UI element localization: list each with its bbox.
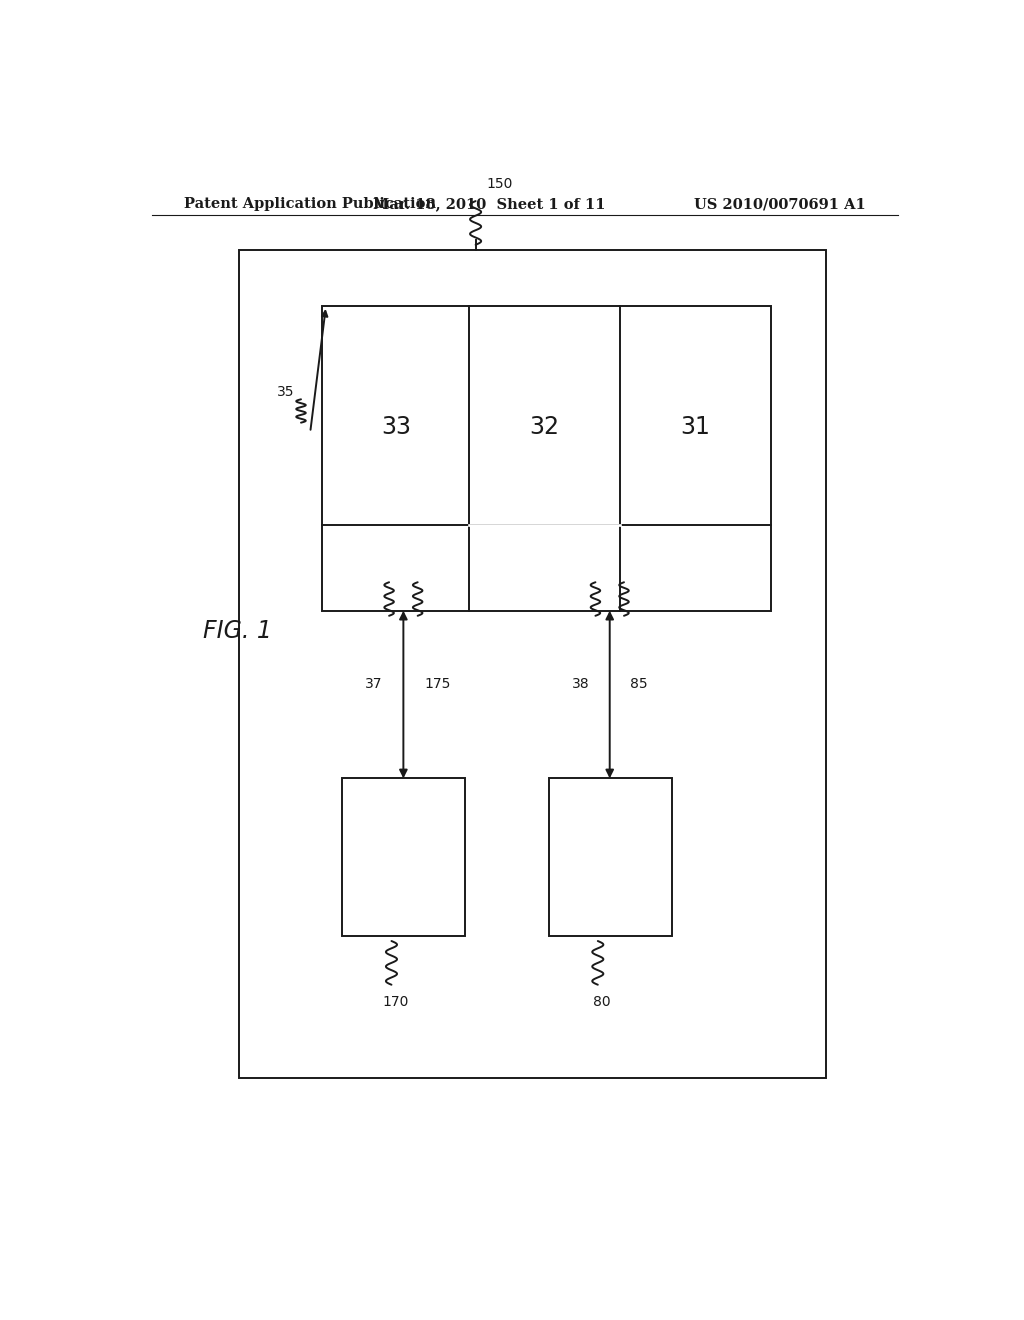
Text: 170: 170 bbox=[382, 995, 409, 1008]
Text: 37: 37 bbox=[366, 677, 383, 692]
Text: 150: 150 bbox=[486, 177, 513, 191]
Bar bbox=[549, 779, 672, 936]
Text: 38: 38 bbox=[571, 677, 589, 692]
Text: 31: 31 bbox=[681, 414, 711, 438]
Text: Patent Application Publication: Patent Application Publication bbox=[183, 197, 435, 211]
Text: 80: 80 bbox=[593, 995, 610, 1008]
Text: 35: 35 bbox=[278, 385, 295, 399]
Text: 85: 85 bbox=[631, 677, 648, 692]
Bar bbox=[342, 779, 465, 936]
Text: US 2010/0070691 A1: US 2010/0070691 A1 bbox=[694, 197, 866, 211]
Bar bbox=[323, 306, 771, 611]
Text: 32: 32 bbox=[529, 414, 560, 438]
Text: Mar. 18, 2010  Sheet 1 of 11: Mar. 18, 2010 Sheet 1 of 11 bbox=[373, 197, 605, 211]
Bar bbox=[240, 249, 826, 1078]
Text: FIG. 1: FIG. 1 bbox=[203, 619, 272, 643]
Text: 175: 175 bbox=[424, 677, 451, 692]
Text: 33: 33 bbox=[381, 414, 411, 438]
